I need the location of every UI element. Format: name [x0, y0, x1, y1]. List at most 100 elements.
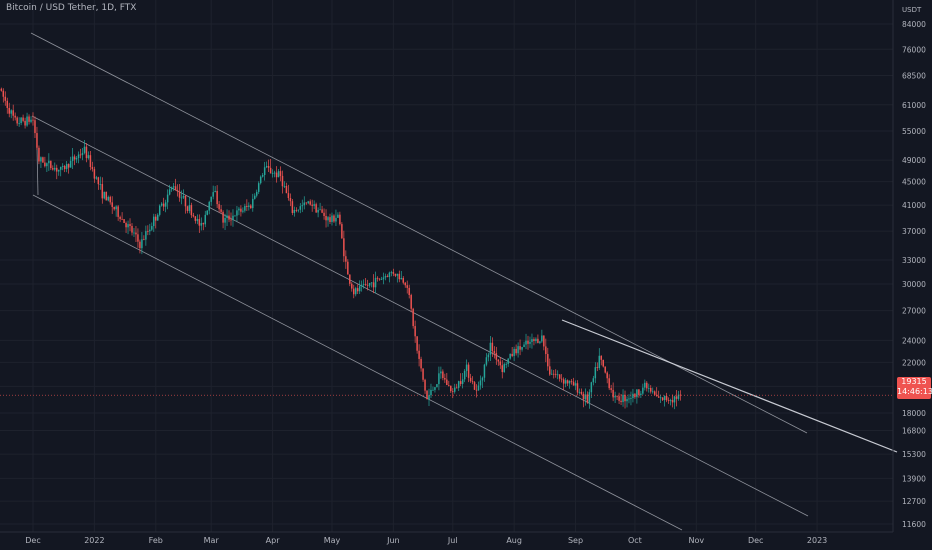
- candle-body: [105, 191, 108, 201]
- candle-body: [303, 202, 306, 206]
- candle-body: [519, 346, 521, 350]
- candle-body: [212, 192, 214, 197]
- candle-body: [638, 389, 640, 395]
- candle-body: [117, 206, 119, 217]
- candle-body: [230, 219, 232, 221]
- candle-body: [335, 217, 337, 222]
- candle-body: [582, 393, 585, 400]
- candle-body: [252, 198, 254, 209]
- candle-body: [636, 389, 638, 398]
- price-tick-label: 68500: [902, 72, 926, 81]
- candle-body: [287, 193, 290, 199]
- time-tick-label: Dec: [25, 536, 40, 545]
- candle-body: [501, 365, 504, 373]
- candle-body: [277, 171, 280, 178]
- price-tick-label: 61000: [902, 101, 926, 110]
- candle-body: [541, 335, 543, 342]
- time-tick-label: May: [324, 536, 341, 545]
- candle-body: [4, 96, 7, 101]
- candle-body: [75, 157, 78, 160]
- candle-body: [267, 165, 270, 168]
- candle-body: [487, 354, 490, 358]
- candle-body: [166, 194, 169, 203]
- last-price-tag: 19315 14:46:13: [897, 377, 932, 399]
- candle-body: [671, 400, 674, 403]
- candle-body: [59, 166, 62, 170]
- candle-body: [640, 393, 642, 395]
- candle-body: [176, 190, 179, 192]
- candle-body: [168, 189, 171, 195]
- candle-body: [240, 208, 242, 212]
- time-axis[interactable]: Dec 2022 Feb Mar Apr May Jun Jul Aug Sep Oct Nov Dec…: [25, 536, 827, 545]
- candle-body: [123, 219, 125, 223]
- candle-body: [28, 116, 30, 122]
- candle-body: [198, 219, 201, 226]
- candle-body: [121, 218, 123, 220]
- price-axis[interactable]: USDT 84000 76000 68500 61000 55000 49000 45000 4…: [902, 6, 926, 529]
- candle-body: [32, 119, 34, 121]
- candle-body: [612, 389, 614, 398]
- candle-body: [616, 395, 618, 397]
- candle-body: [107, 196, 109, 201]
- candle-body: [242, 210, 244, 212]
- candle-body: [590, 382, 593, 393]
- candle-body: [523, 344, 525, 348]
- candle-body: [103, 191, 106, 199]
- candle-body: [499, 361, 502, 366]
- candle-body: [386, 276, 389, 278]
- price-tick-label: 76000: [902, 45, 926, 54]
- candle-body: [36, 133, 38, 148]
- candle-body: [319, 209, 321, 211]
- candle-body: [461, 379, 464, 384]
- price-tick-label: 22000: [902, 358, 926, 367]
- candle-body: [406, 285, 408, 288]
- candle-body: [12, 110, 14, 116]
- candle-body: [653, 391, 656, 395]
- candle-body: [650, 387, 652, 392]
- candle-body: [16, 117, 18, 124]
- price-tick-label: 27000: [902, 307, 926, 316]
- candle-body: [552, 373, 555, 375]
- candle-body: [467, 364, 470, 378]
- candle-body: [493, 351, 496, 354]
- candle-body: [657, 396, 660, 398]
- candle-body: [497, 359, 500, 362]
- time-tick-label: Nov: [688, 536, 704, 545]
- candle-body: [85, 146, 88, 159]
- candle-body: [351, 283, 353, 289]
- candle-body: [424, 379, 426, 391]
- candle-body: [89, 155, 92, 168]
- candle-body: [624, 394, 626, 402]
- price-tick-label: 15300: [902, 450, 926, 459]
- candle-body: [20, 117, 22, 124]
- candle-body: [81, 152, 84, 156]
- candle-body: [576, 383, 579, 393]
- candle-body: [505, 363, 507, 365]
- price-tick-label: 84000: [902, 20, 926, 29]
- candle-body: [0, 88, 3, 91]
- candle-body: [178, 191, 181, 198]
- candle-body: [533, 339, 535, 342]
- candle-body: [172, 186, 175, 188]
- candle-body: [250, 205, 252, 209]
- candle-body: [170, 187, 173, 190]
- candle-body: [477, 385, 480, 391]
- candle-body: [390, 272, 393, 273]
- candle-body: [622, 394, 624, 403]
- candle-body: [61, 166, 64, 167]
- candle-body: [95, 177, 98, 179]
- candle-body: [299, 206, 302, 210]
- candle-body: [440, 371, 442, 374]
- candle-body: [353, 288, 355, 295]
- candle-body: [220, 209, 222, 212]
- candle-body: [529, 341, 531, 344]
- candle-body: [2, 90, 5, 97]
- candle-body: [295, 209, 298, 211]
- candle-body: [22, 117, 24, 121]
- candle-body: [313, 204, 315, 206]
- candle-body: [580, 391, 583, 394]
- candle-body: [628, 398, 630, 400]
- candle-body: [206, 210, 208, 215]
- candle-body: [226, 215, 228, 219]
